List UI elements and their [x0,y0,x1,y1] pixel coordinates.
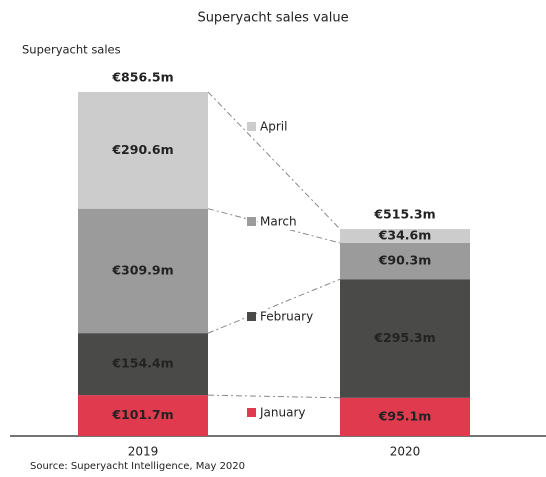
value-label: €154.4m [111,356,173,371]
value-label: €309.9m [111,262,173,277]
legend-label: February [260,310,313,324]
x-tick-label: 2020 [390,445,421,459]
bar-segment [340,229,470,243]
value-label: €295.3m [373,330,435,345]
connector [207,394,341,399]
legend-swatch [247,408,256,417]
bar-segment [78,208,208,334]
subtitle: Superyacht sales [22,43,121,57]
legend-swatch [247,122,256,131]
connector [207,91,341,230]
value-label: €101.7m [111,407,173,422]
value-label: €34.6m [378,227,432,242]
total-label: €515.3m [373,207,435,222]
chart-title: Superyacht sales value [197,11,348,26]
connector [207,278,341,334]
legend-swatch [247,217,256,226]
bar-segment [340,397,470,436]
total-label: €856.5m [111,69,173,84]
x-tick-label: 2019 [128,445,159,459]
source: Source: Superyacht Intelligence, May 202… [30,461,245,472]
legend-bg [258,405,318,421]
bar-segment [340,242,470,280]
bar-segment [340,279,470,398]
legend-bg [258,309,318,325]
bar-segment [78,333,208,396]
value-label: €290.6m [111,142,173,157]
legend-bg [258,214,318,230]
connector [207,208,341,244]
value-label: €90.3m [378,253,432,268]
legend-swatch [247,312,256,321]
value-label: €95.1m [378,408,432,423]
legend-label: January [259,406,306,420]
legend-label: April [260,120,287,134]
legend-bg [258,119,318,135]
bar-segment [78,395,208,436]
bar-segment [78,91,208,209]
legend-label: March [260,215,297,229]
